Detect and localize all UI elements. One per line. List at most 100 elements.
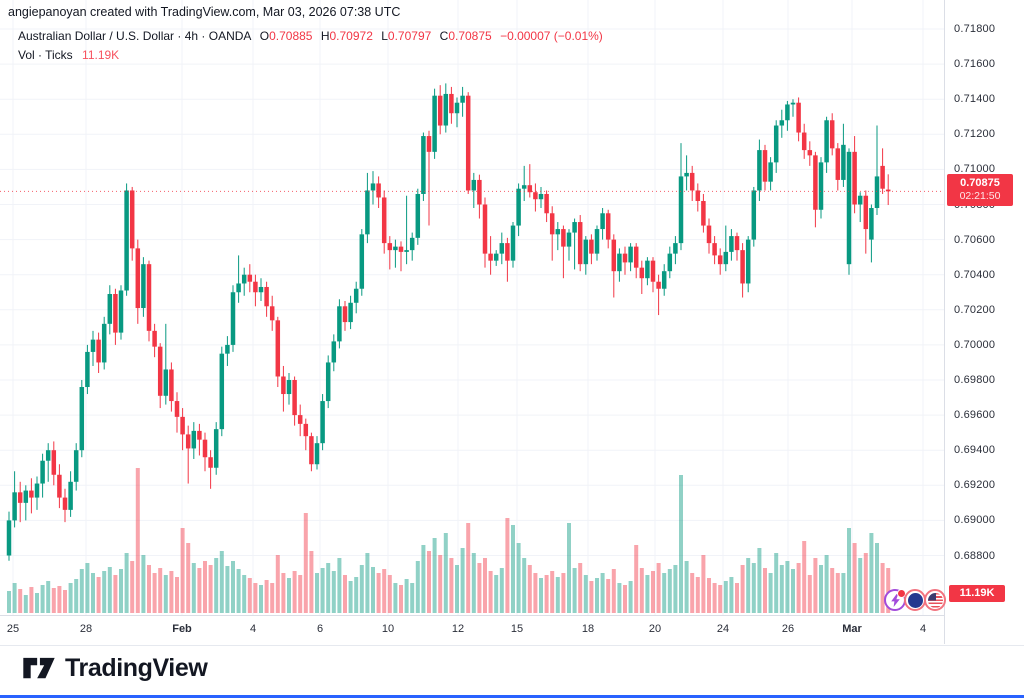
tradingview-brand[interactable]: TradingView [22, 654, 208, 683]
candle-body [45, 450, 51, 461]
volume-bar [247, 578, 252, 613]
volume-bar [807, 575, 812, 613]
time-tick-label: Mar [842, 623, 862, 635]
candle-body [269, 306, 275, 321]
candle-body [779, 120, 785, 126]
legend-volume-row[interactable]: Vol · Ticks 11.19K [18, 46, 603, 65]
volume-bar [819, 565, 823, 613]
volume-bar [23, 595, 28, 613]
volume-bar [477, 563, 482, 613]
tradingview-logo-icon [23, 657, 55, 678]
price-tick-label: 0.70000 [954, 338, 996, 351]
candle-body [471, 179, 477, 191]
candle-body [68, 481, 73, 510]
volume-bar [768, 573, 773, 613]
candle-body [118, 290, 124, 333]
legend-symbol-row[interactable]: Australian Dollar / U.S. Dollar · 4h · O… [18, 27, 603, 46]
volume-bar [287, 578, 291, 613]
volume-bar [281, 573, 286, 613]
candle-body [645, 260, 650, 279]
volume-bar [567, 523, 571, 613]
candle-body [281, 376, 286, 395]
candle-body [594, 229, 600, 254]
volume-bar [443, 533, 448, 613]
candle-body [807, 150, 813, 156]
volume-bar [231, 561, 235, 613]
price-tick-label: 0.69000 [954, 514, 996, 527]
candle-body [633, 246, 639, 268]
candle-body [628, 246, 633, 263]
volume-bar [830, 568, 835, 613]
candle-body [51, 450, 57, 475]
volume-bar [124, 553, 129, 613]
candle-body [90, 339, 96, 352]
candle-body [17, 492, 23, 503]
price-tick-label: 0.70600 [954, 233, 996, 246]
volume-bar [449, 558, 454, 613]
bar-countdown: 02:21:50 [959, 190, 1001, 203]
candle-body [667, 253, 673, 272]
ohlc-high: H0.70972 [320, 29, 373, 43]
volume-bar [180, 528, 185, 613]
candle-body [852, 151, 857, 205]
candle-body [493, 253, 499, 261]
candle-body [583, 239, 589, 265]
volume-bar [18, 589, 23, 613]
us-flag-icon[interactable] [924, 589, 946, 611]
candle-body [729, 236, 734, 252]
volume-bar [858, 558, 863, 613]
candle-body [40, 460, 45, 484]
volume-bar [225, 566, 230, 613]
candle-body [449, 93, 454, 114]
volume-value: 11.19K [82, 48, 120, 62]
volume-bar [511, 525, 515, 613]
time-tick-label: 20 [648, 623, 662, 635]
australia-flag-icon[interactable] [904, 589, 926, 611]
candle-body [197, 430, 202, 440]
candle-body [572, 222, 577, 233]
price-tick-label: 0.69200 [954, 479, 996, 492]
volume-bar [572, 568, 577, 613]
price-axis[interactable]: 0.71800 0.71600 0.71400 0.71200 0.710000.708… [944, 0, 1024, 644]
lightning-icon[interactable] [884, 589, 906, 611]
candle-body [499, 243, 505, 254]
candle-body [745, 239, 751, 284]
time-axis[interactable]: 25 28 Feb 4 6 10 12 15 18 20 24 26 Mar 4 [0, 615, 1024, 646]
candle-body [303, 423, 309, 437]
candle-body [701, 200, 706, 226]
candle-body [124, 190, 129, 291]
brand-wordmark: TradingView [65, 654, 208, 682]
candle-body [163, 369, 169, 396]
time-tick-label: 15 [510, 623, 524, 635]
volume-bar [662, 573, 667, 613]
volume-label: Vol · Ticks [18, 48, 73, 62]
candle-body [174, 401, 180, 417]
candle-body [426, 136, 432, 152]
candle-body [706, 225, 712, 244]
candle-body [191, 430, 197, 449]
candle-body [762, 150, 768, 182]
price-tick-label: 0.69800 [954, 374, 996, 386]
time-tick-label: 4 [919, 623, 927, 635]
candle-body [23, 490, 29, 503]
candle-body [443, 93, 449, 126]
volume-bar [119, 569, 123, 613]
volume-bar [488, 571, 493, 613]
candle-body [835, 148, 841, 180]
volume-bar [326, 563, 331, 613]
candle-body [309, 436, 314, 465]
volume-bar [779, 565, 784, 613]
candle-body [555, 229, 561, 235]
candle-body [678, 176, 684, 244]
volume-bar [796, 563, 801, 613]
volume-bar [68, 583, 73, 613]
symbol-title[interactable]: Australian Dollar / U.S. Dollar · 4h · O… [18, 29, 252, 43]
volume-bar [875, 543, 879, 613]
volume-bar [130, 561, 135, 613]
candle-body [73, 450, 79, 482]
candle-body [29, 490, 34, 498]
volume-bar [841, 573, 846, 613]
volume-bar [522, 558, 527, 613]
volume-bar [791, 569, 795, 613]
